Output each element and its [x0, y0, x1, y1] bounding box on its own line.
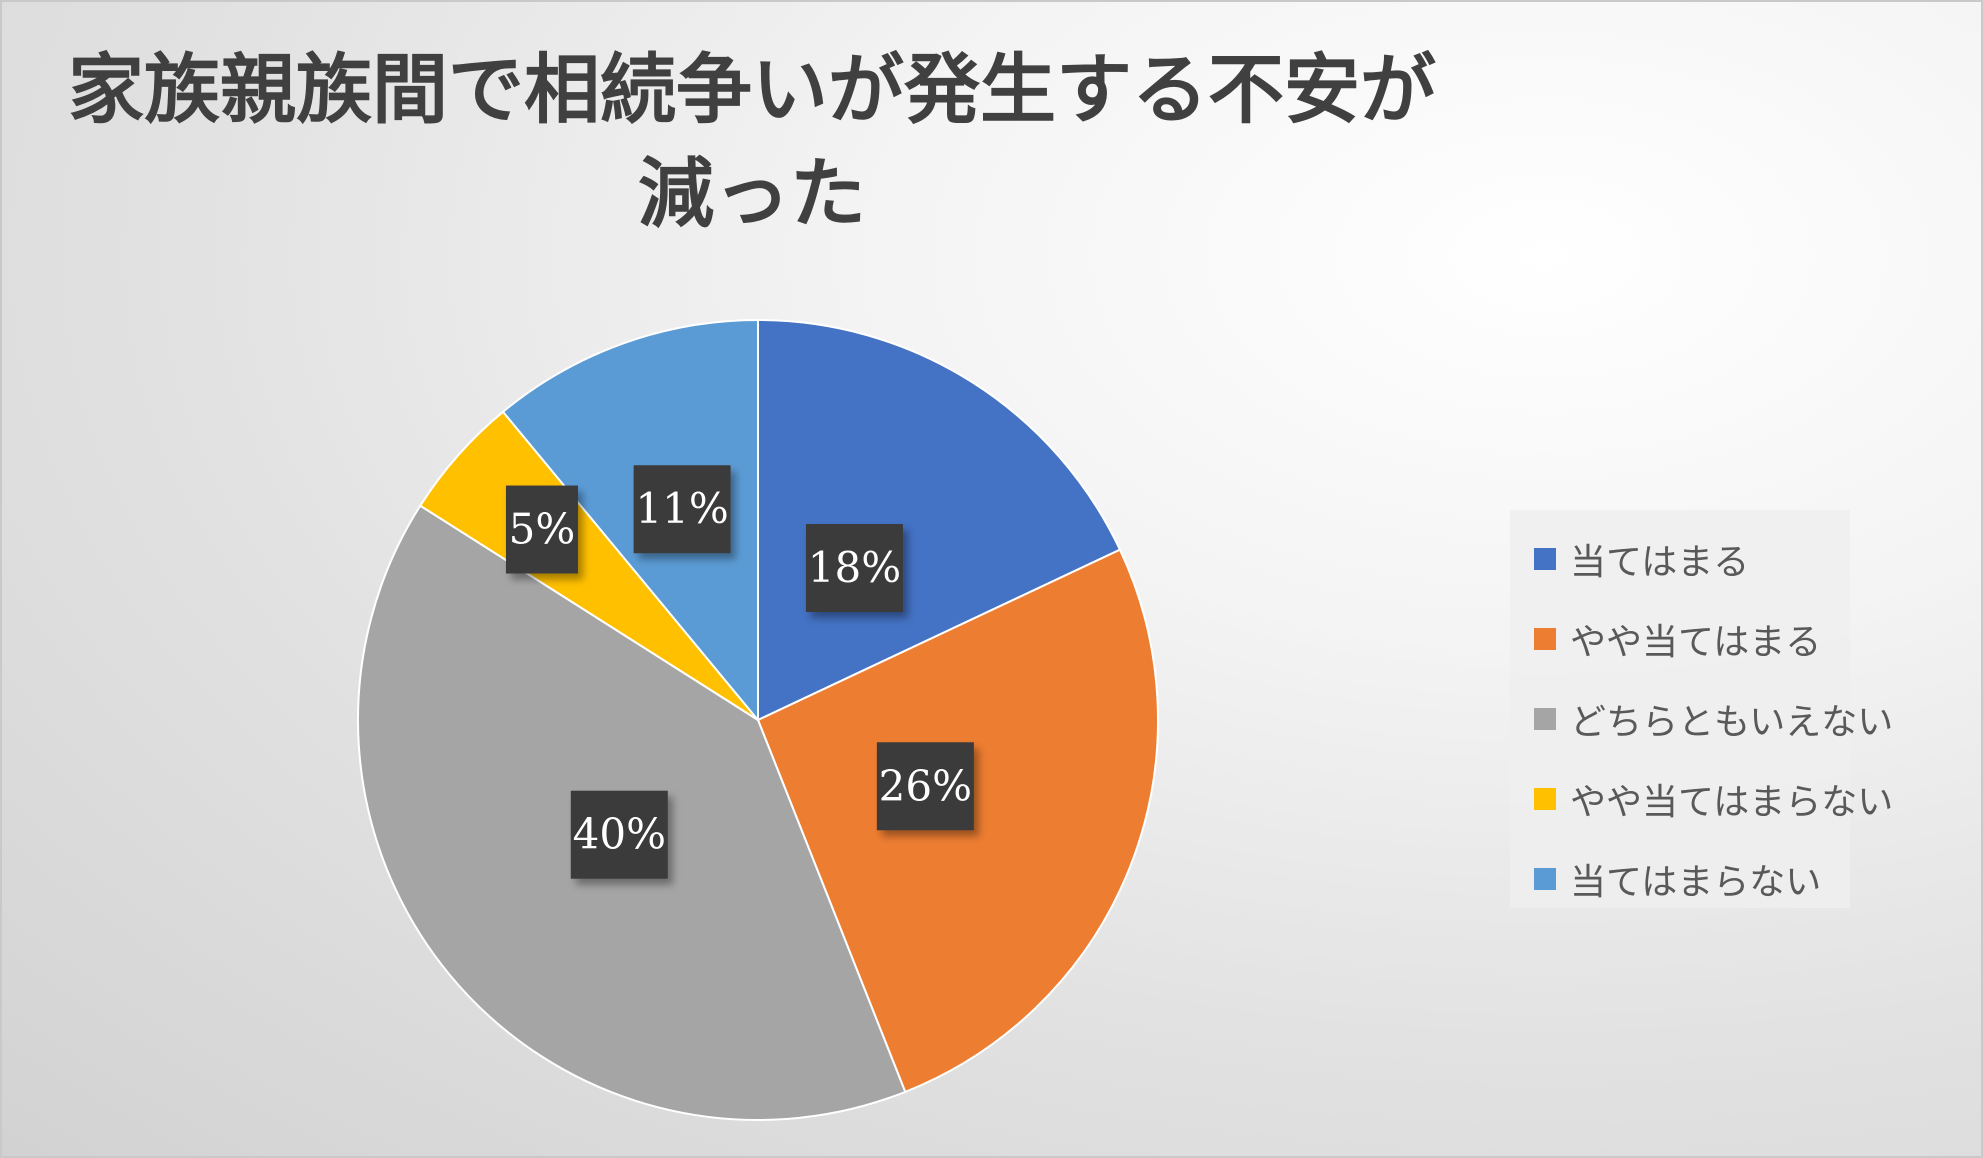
data-label-text: 18%: [808, 543, 901, 592]
data-label-box: [570, 790, 668, 879]
data-label-yaya-atehamaru: 26%: [876, 742, 974, 831]
legend-swatch: [1534, 708, 1556, 730]
data-label-box: [876, 742, 974, 831]
legend-item-atehamaranai: 当てはまらない: [1534, 854, 1821, 904]
legend-label: どちらともいえない: [1570, 702, 1894, 743]
legend-label: 当てはまらない: [1570, 862, 1822, 903]
chart-title: 家族親族間で相続争いが発生する不安が 減った: [2, 38, 1502, 246]
data-label-box: [805, 524, 903, 613]
legend-swatch: [1534, 548, 1556, 570]
data-label-box: [633, 465, 731, 554]
legend-item-yaya-atehamaranai: やや当てはまらない: [1534, 774, 1893, 824]
legend-item-yaya-atehamaru: やや当てはまる: [1534, 614, 1821, 664]
legend: 当てはまるやや当てはまるどちらともいえない やや当てはまらない 当てはまらない: [1510, 510, 1893, 908]
legend-swatch: [1534, 788, 1556, 810]
legend-swatch: [1534, 868, 1556, 890]
pie-slice-atehamaru: [757, 318, 1122, 722]
data-label-box: [505, 485, 578, 574]
data-label-atehamaru: 18%: [805, 524, 903, 613]
data-label-text: 5%: [509, 505, 576, 554]
data-label-atehamaranai: 11%: [633, 465, 731, 554]
data-label-yaya-atehamaranai: 5%: [505, 485, 578, 574]
data-label-dochiratomo: 40%: [570, 790, 668, 879]
legend-label: やや当てはまる: [1570, 622, 1822, 663]
pie-slice-atehamaranai: [501, 318, 759, 723]
legend-label: やや当てはまらない: [1570, 782, 1894, 823]
data-label-text: 26%: [879, 761, 972, 810]
data-label-text: 11%: [635, 484, 728, 533]
chart-title-line-2: 減った: [638, 149, 866, 238]
data-label-text: 40%: [573, 810, 666, 859]
pie-data-labels: 18% 26% 40% 5% 11%: [505, 465, 974, 879]
legend-item-dochiratomo: どちらともいえない: [1534, 694, 1893, 744]
pie-slices: [357, 318, 1159, 1121]
chart-title-line-1: 家族親族間で相続争いが発生する不安が: [68, 45, 1436, 134]
legend-swatch: [1534, 628, 1556, 650]
legend-label: 当てはまる: [1570, 542, 1750, 583]
legend-item-atehamaru: 当てはまる: [1534, 534, 1749, 584]
